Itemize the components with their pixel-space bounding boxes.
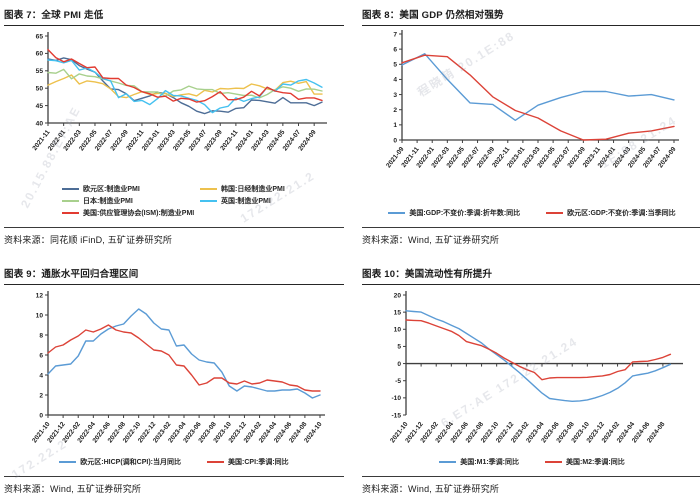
- legend-line-swatch: [62, 188, 79, 190]
- legend-label: 欧元区:HICP(调和CPI):当月同比: [80, 459, 182, 466]
- svg-text:15: 15: [394, 309, 402, 316]
- chart-title: 图表 7：全球 PMI 走低: [4, 5, 344, 26]
- svg-text:1: 1: [393, 122, 397, 129]
- legend-label: 日本:制造业PMI: [83, 198, 133, 205]
- legend-item: 英国:制造业PMI: [200, 196, 271, 206]
- legend-item: 日本:制造业PMI: [62, 196, 133, 206]
- svg-text:4: 4: [393, 77, 397, 84]
- legend-item: 欧元区:HICP(调和CPI):当月同比: [59, 457, 181, 467]
- legend-label: 美国:CPI:季调:同比: [228, 459, 289, 466]
- legend-line-swatch: [546, 212, 564, 214]
- legend-item: 韩国:日经制造业PMI: [200, 184, 285, 194]
- charts-grid: 图表 7：全球 PMI 走低 40 45 50 55 60 65 2021-11 2022-0…: [4, 5, 700, 497]
- legend-line-swatch: [545, 461, 562, 463]
- legend-line-swatch: [200, 188, 217, 190]
- svg-text:60: 60: [36, 51, 44, 58]
- svg-text:5: 5: [397, 344, 401, 351]
- svg-text:12: 12: [36, 292, 44, 299]
- svg-text:2: 2: [39, 392, 43, 399]
- legend-label: 欧元区:GDP:不变价:季调:当季同比: [567, 210, 676, 217]
- legend-item: 美国:CPI:季调:同比: [207, 457, 289, 467]
- legend-line-swatch: [59, 461, 77, 463]
- legend-line-swatch: [388, 212, 406, 214]
- legend-label: 欧元区:制造业PMI: [83, 186, 140, 193]
- legend-item: 欧元区:制造业PMI: [62, 184, 140, 194]
- legend-label: 英国:制造业PMI: [221, 198, 271, 205]
- legend-line-swatch: [62, 212, 79, 214]
- svg-text:40: 40: [36, 120, 44, 127]
- svg-text:45: 45: [36, 103, 44, 110]
- svg-text:50: 50: [36, 86, 44, 93]
- chart-legend: 欧元区:制造业PMI 韩国:日经制造业PMI 日本:制造业PMI 英国:制造业PMI 美…: [4, 178, 344, 220]
- legend-label: 美国:M2:季调:同比: [566, 459, 625, 466]
- svg-text:65: 65: [36, 33, 44, 40]
- source-text: 资料来源：Wind, 五矿证券研究所: [362, 227, 700, 248]
- svg-text:8: 8: [39, 332, 43, 339]
- chart-legend: 欧元区:HICP(调和CPI):当月同比 美国:CPI:季调:同比: [4, 449, 344, 469]
- legend-label: 美国:供应管理协会(ISM):制造业PMI: [83, 210, 195, 217]
- legend-item: 美国:M2:季调:同比: [545, 457, 625, 467]
- svg-text:3: 3: [393, 92, 397, 99]
- chart-legend: 美国:GDP:不变价:季调:折年数:同比 欧元区:GDP:不变价:季调:当季同比: [362, 178, 700, 220]
- svg-text:4: 4: [39, 372, 43, 379]
- chart-title: 图表 10：美国流动性有所提升: [362, 264, 700, 285]
- legend-label: 美国:M1:季调:同比: [460, 459, 519, 466]
- line-chart-m1-m2: -15-10-5051015202021-102021-122022-02202…: [389, 291, 683, 444]
- legend-item: 美国:M1:季调:同比: [439, 457, 519, 467]
- svg-text:7: 7: [393, 31, 397, 38]
- chart-card-gdp: 图表 8：美国 GDP 仍然相对强势 0 1 2 3 4 5 6 7 2021-09 2021-1…: [362, 5, 700, 248]
- chart-legend: 美国:M1:季调:同比 美国:M2:季调:同比: [362, 449, 700, 469]
- source-text: 资料来源：同花顺 iFinD, 五矿证券研究所: [4, 227, 344, 248]
- svg-text:55: 55: [36, 68, 44, 75]
- legend-item: 美国:供应管理协会(ISM):制造业PMI: [62, 208, 194, 218]
- svg-text:-10: -10: [391, 395, 401, 402]
- svg-text:20: 20: [394, 292, 402, 299]
- svg-text:2: 2: [393, 107, 397, 114]
- legend-label: 韩国:日经制造业PMI: [221, 186, 285, 193]
- chart-card-liquidity: 图表 10：美国流动性有所提升 -15 -10 -5 0 5 10 15 20 2021-10 2…: [362, 264, 700, 497]
- svg-text:6: 6: [39, 352, 43, 359]
- svg-text:0: 0: [39, 412, 43, 419]
- legend-item: 美国:GDP:不变价:季调:折年数:同比: [388, 208, 520, 218]
- chart-card-pmi: 图表 7：全球 PMI 走低 40 45 50 55 60 65 2021-11 2022-0…: [4, 5, 344, 248]
- chart-card-inflation: 图表 9：通胀水平回归合理区间 0 2 4 6 8 10 12 2021-10 2021-12 2…: [4, 264, 344, 497]
- svg-text:10: 10: [394, 327, 402, 334]
- svg-text:5: 5: [393, 62, 397, 69]
- svg-text:-15: -15: [391, 412, 401, 419]
- legend-line-swatch: [62, 200, 79, 202]
- chart-title: 图表 9：通胀水平回归合理区间: [4, 264, 344, 285]
- legend-line-swatch: [200, 200, 217, 202]
- legend-line-swatch: [439, 461, 457, 463]
- chart-title: 图表 8：美国 GDP 仍然相对强势: [362, 5, 700, 26]
- legend-label: 美国:GDP:不变价:季调:折年数:同比: [409, 210, 521, 217]
- svg-text:0: 0: [397, 361, 401, 368]
- svg-text:0: 0: [393, 137, 397, 144]
- legend-item: 欧元区:GDP:不变价:季调:当季同比: [546, 208, 676, 218]
- line-chart-us-gdp: 012345672021-092021-112022-012022-032022…: [385, 30, 679, 169]
- svg-text:6: 6: [393, 46, 397, 53]
- line-chart-global-pmi: 4045505560652021-112022-012022-032022-05…: [31, 32, 327, 152]
- svg-text:-5: -5: [395, 378, 401, 385]
- legend-line-swatch: [207, 461, 225, 463]
- svg-text:10: 10: [36, 312, 44, 319]
- line-chart-cpi: 0246810122021-102021-122022-022022-04202…: [31, 291, 325, 444]
